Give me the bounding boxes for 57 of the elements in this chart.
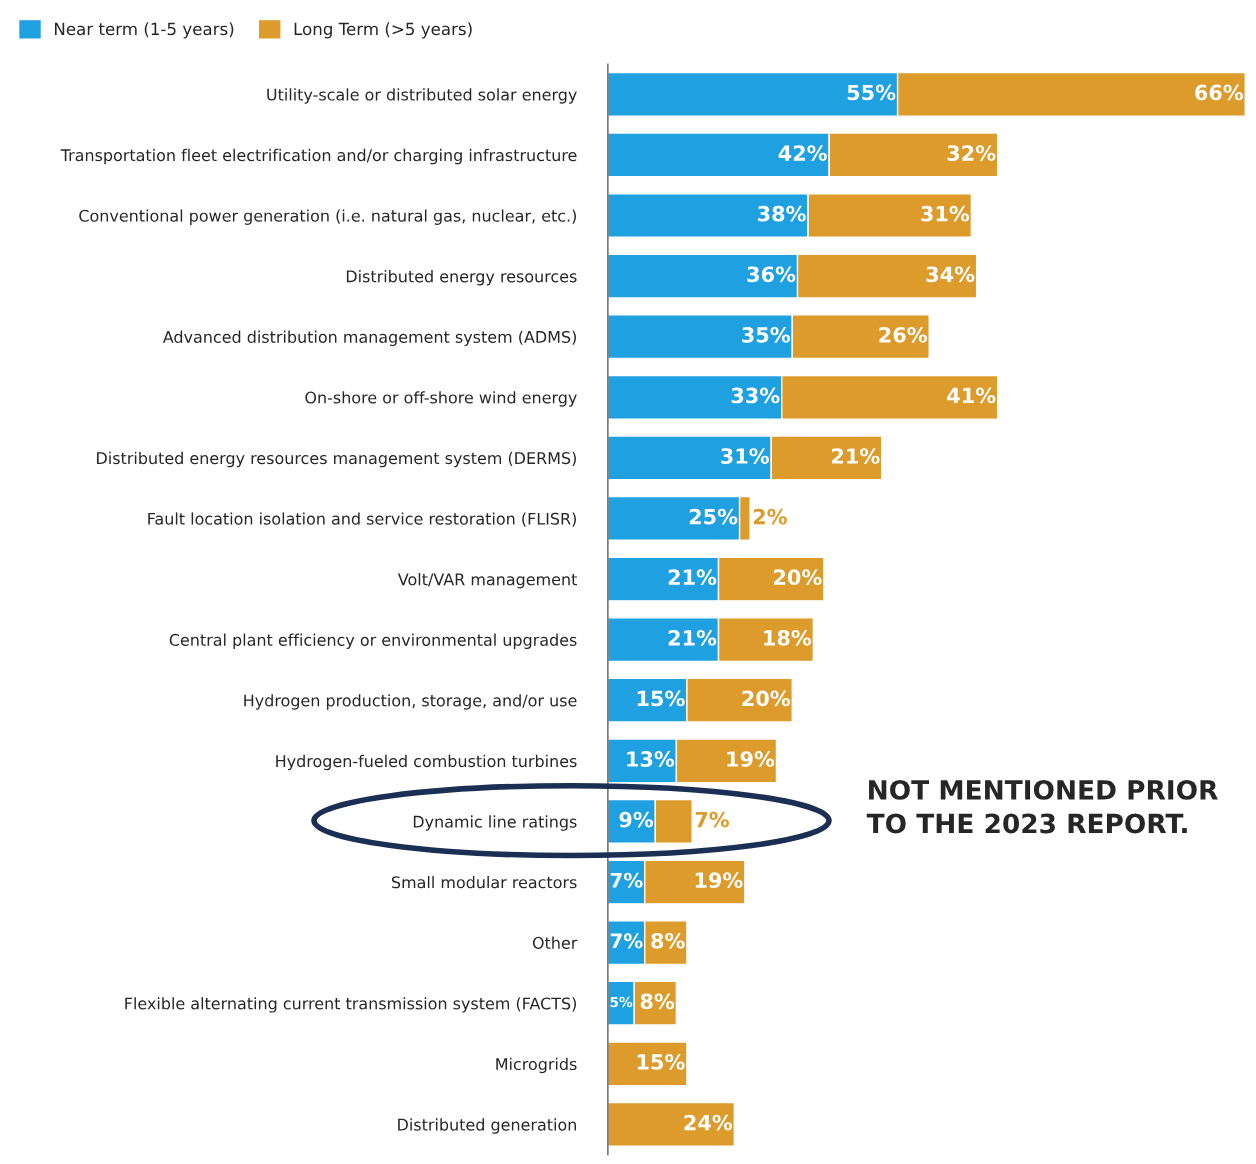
data-label: 34% [926,266,975,283]
data-label: 7% [610,872,643,888]
y-tick-label: Distributed energy resources management system (DERMS) [97,451,576,468]
data-label: 19% [695,872,743,889]
data-label: 21% [832,448,880,464]
data-label: 25% [689,508,738,525]
data-label: 26% [879,326,927,343]
data-label: 20% [774,569,822,586]
data-label: 8% [640,993,675,1010]
data-label: 15% [637,1054,685,1070]
legend-label: Long Term (>5 years) [294,22,472,39]
data-label: 36% [747,266,796,283]
data-label: 33% [731,387,780,404]
y-tick-label: Distributed generation [398,1118,576,1134]
annotation: NOT MENTIONED PRIOR TO THE 2023 REPORT. [866,779,1218,834]
data-label: 66% [1195,84,1244,101]
bar [607,1101,736,1147]
data-label: 21% [668,629,717,646]
data-label: 42% [778,145,827,161]
data-label: 19% [727,751,775,767]
y-tick-label: Hydrogen production, storage, and/or use [244,694,577,710]
y-tick-label: Other [532,936,578,949]
y-tick-label: On-shore or off-shore wind energy [305,391,577,407]
data-label: 2% [753,508,787,525]
y-tick-label: Distributed energy resources [346,270,577,286]
y-tick-label: Small modular reactors [391,875,577,889]
y-tick-label: Volt/VAR management [397,572,577,589]
data-label: 55% [847,84,896,101]
data-label: 15% [637,690,685,707]
data-label: 24% [684,1114,733,1131]
data-label: 20% [742,690,791,707]
data-label: 35% [742,326,791,343]
data-label: 31% [921,205,970,222]
data-label: 13% [627,751,675,767]
y-tick-label: Utility-scale or distributed solar energy [267,88,577,104]
data-label: 8% [651,932,685,949]
data-label: 41% [947,387,996,404]
y-tick-label: Flexible alternating current transmission system (FACTS) [125,997,576,1013]
y-tick-label: Dynamic line ratings [413,815,577,831]
data-label: 18% [764,629,812,646]
y-tick-label: Transportation fleet electrification and/or charging infrastructure [60,148,577,165]
legend-label: Near term (1-5 years) [54,22,234,39]
y-tick-label: Fault location isolation and service restoration (FLISR) [148,512,576,527]
y-tick-label: Conventional power generation (i.e. natural gas, nuclear, etc.) [79,209,576,225]
y-tick-label: Hydrogen-fueled combustion turbines [276,754,577,771]
data-label: 31% [721,448,769,464]
y-tick-label: Central plant efficiency or environmental upgrades [169,633,577,650]
data-label: 5% [610,996,633,1008]
bar [607,1041,688,1087]
data-label: 7% [610,933,643,949]
data-label: 7% [695,811,729,828]
y-tick-label: Microgrids [496,1057,577,1074]
data-label: 9% [619,811,654,828]
data-label: 32% [947,145,996,161]
y-tick-label: Advanced distribution management system (ADMS) [162,330,576,347]
data-label: 21% [668,569,717,586]
data-label: 38% [758,205,806,222]
